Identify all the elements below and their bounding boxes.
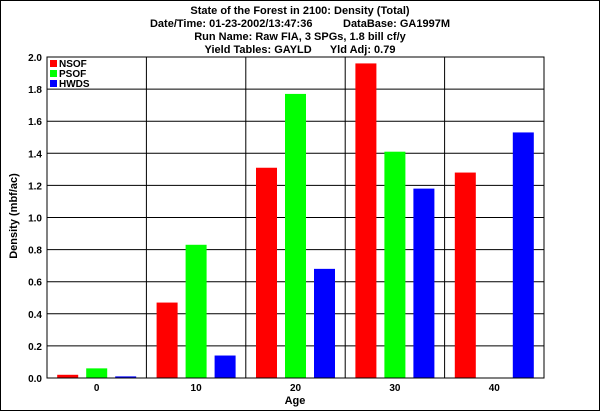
- y-tick-label: 1.4: [28, 149, 42, 160]
- y-tick-label: 1.0: [28, 214, 42, 225]
- x-tick-label: 40: [489, 383, 501, 394]
- y-tick-label: 0.2: [28, 342, 42, 353]
- date-database-line: Date/Time: 01-23-2002/13:47:36 DataBase:…: [150, 18, 450, 30]
- legend-label-hwds: HWDS: [59, 79, 90, 90]
- bar-nsof-age-30: [355, 63, 377, 379]
- x-tick-label: 20: [290, 383, 302, 394]
- x-tick-labels: 0 10 20 30 40: [94, 383, 500, 394]
- x-tick-label: 0: [94, 383, 100, 394]
- y-tick-label: 1.2: [28, 181, 42, 192]
- legend-swatch-nsof: [50, 60, 57, 67]
- legend-label-nsof: NSOF: [59, 59, 87, 70]
- bar-nsof-age-40: [454, 172, 476, 378]
- bar-hwds-age-20: [314, 268, 335, 378]
- x-tick-label: 10: [191, 383, 203, 394]
- bar-psof-age-30: [384, 151, 406, 378]
- legend-swatch-psof: [50, 70, 57, 77]
- bars: [57, 63, 534, 379]
- plot-area-border: [46, 56, 545, 379]
- bar-hwds-age-0: [115, 376, 137, 378]
- bar-hwds-age-10: [214, 355, 236, 378]
- bar-psof-age-0: [86, 368, 108, 378]
- yield-tables-line: Yield Tables: GAYLD Yld Adj: 0.79: [205, 44, 396, 56]
- bar-nsof-age-10: [156, 302, 178, 378]
- bar-psof-age-10: [185, 244, 207, 378]
- bar-nsof-age-0: [57, 374, 79, 378]
- bar-hwds-age-30: [413, 188, 435, 378]
- y-tick-label: 1.8: [28, 85, 42, 96]
- y-tick-label: 2.0: [28, 53, 42, 64]
- bar-nsof-age-20: [256, 167, 277, 378]
- run-name-line: Run Name: Raw FIA, 3 SPGs, 1.8 bill cf/y: [194, 31, 406, 43]
- x-axis-label: Age: [285, 395, 306, 407]
- axes: [46, 56, 545, 379]
- y-tick-label: 0.6: [28, 278, 42, 289]
- legend-swatch-hwds: [50, 80, 57, 87]
- y-tick-label: 0.0: [28, 374, 42, 385]
- y-tick-label: 0.8: [28, 246, 42, 257]
- x-tick-label: 30: [389, 383, 401, 394]
- bar-hwds-age-40: [512, 132, 534, 378]
- y-tick-label: 1.6: [28, 117, 42, 128]
- y-axis-label: Density (mbf/ac): [8, 173, 20, 259]
- bar-psof-age-20: [285, 93, 306, 378]
- chart-title: State of the Forest in 2100: Density (To…: [190, 5, 410, 17]
- y-tick-labels: 0.0 0.2 0.4 0.6 0.8 1.0 1.2 1.4 1.6 1.8 2.0: [28, 53, 42, 385]
- y-tick-label: 0.4: [28, 310, 42, 321]
- legend-label-psof: PSOF: [59, 69, 86, 80]
